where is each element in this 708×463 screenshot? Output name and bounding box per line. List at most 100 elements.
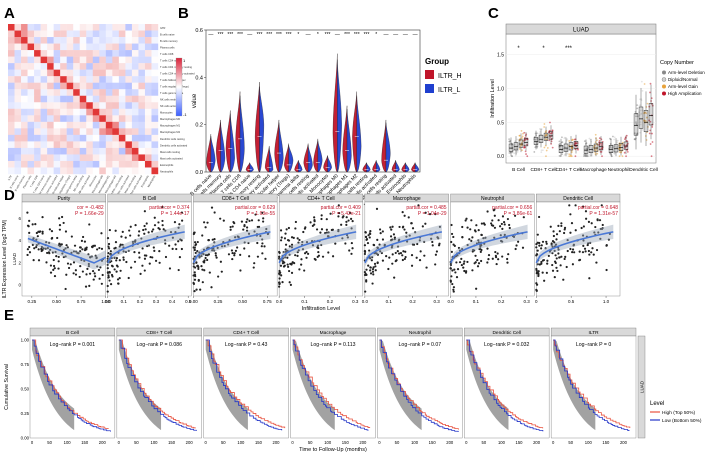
- scatter-point: [145, 228, 147, 230]
- scatter-point: [304, 228, 306, 230]
- scatter-point: [546, 243, 548, 245]
- heatmap-cell: [151, 44, 158, 51]
- scatter-point: [138, 256, 140, 258]
- scatter-point: [215, 254, 217, 256]
- scatter-point: [571, 222, 573, 224]
- jitter-point: [537, 145, 539, 147]
- heatmap-colorbar: [176, 58, 182, 116]
- scatter-point: [588, 277, 590, 279]
- scatter-point: [420, 250, 422, 252]
- km-x-tick-label: 200: [620, 440, 628, 445]
- heatmap-cell: [86, 50, 93, 57]
- scatter-point: [554, 254, 556, 256]
- scatter-point: [517, 241, 519, 243]
- scatter-point: [283, 261, 285, 263]
- scatter-point: [130, 226, 132, 228]
- scatter-point: [120, 270, 122, 272]
- jitter-point: [595, 134, 597, 136]
- scatter-point: [154, 224, 156, 226]
- heatmap-cell: [145, 76, 152, 83]
- heatmap-cell: [15, 31, 22, 38]
- heatmap-cell: [34, 109, 41, 116]
- scatter-point: [286, 228, 288, 230]
- scatter-point: [206, 222, 208, 224]
- heatmap-cell: [21, 76, 28, 83]
- heatmap-cell: [41, 122, 48, 129]
- scatter-point: [453, 269, 455, 271]
- scatter-point: [471, 236, 473, 238]
- scatter-point: [542, 272, 544, 274]
- significance-label: ***: [218, 32, 224, 38]
- heatmap-cell: [145, 141, 152, 148]
- scatter-point: [61, 216, 63, 218]
- scatter-point: [219, 218, 221, 220]
- heatmap-cell: [99, 50, 106, 57]
- jitter-point: [609, 138, 611, 140]
- scatter-point: [605, 245, 607, 247]
- scatter-point: [334, 243, 336, 245]
- km-x-tick-label: 100: [411, 440, 419, 445]
- violin-high: [411, 163, 415, 172]
- violin-low: [279, 123, 283, 172]
- km-y-tick-label: 1.00: [21, 338, 30, 343]
- jitter-point: [545, 145, 547, 147]
- scatter-point: [175, 248, 177, 250]
- heatmap-cell: [34, 102, 41, 109]
- scatter-point: [564, 256, 566, 258]
- scatter-point: [58, 260, 60, 262]
- scatter-point: [318, 255, 320, 257]
- p-value-label: P = 1.04e-29: [418, 211, 447, 217]
- heatmap-cell: [47, 148, 54, 155]
- heatmap-cell: [151, 37, 158, 44]
- heatmap-cell: [34, 50, 41, 57]
- scatter-point: [146, 222, 148, 224]
- scatter-point: [588, 253, 590, 255]
- jitter-point: [613, 139, 615, 141]
- heatmap-cell: [54, 154, 61, 161]
- scatter-point: [370, 266, 372, 268]
- heatmap-cell: [93, 76, 100, 83]
- heatmap-cell: [54, 148, 61, 155]
- scatter-point: [177, 240, 179, 242]
- scatter-point: [449, 267, 451, 269]
- scatter-point: [364, 250, 366, 252]
- km-facet-title: CD8+ T Cell: [146, 330, 172, 336]
- heatmap-cell: [132, 102, 139, 109]
- scatter-point: [597, 219, 599, 221]
- heatmap-cell: [112, 141, 119, 148]
- scatter-point: [558, 256, 560, 258]
- scatter-point: [405, 256, 407, 258]
- heatmap-cell: [138, 89, 145, 96]
- heatmap-cell: [21, 128, 28, 135]
- heatmap-cell: [125, 161, 132, 168]
- jitter-point: [650, 83, 652, 85]
- heatmap-cell: [86, 83, 93, 90]
- heatmap-cell: [34, 148, 41, 155]
- scatter-point: [234, 252, 236, 254]
- scatter-point: [229, 226, 231, 228]
- heatmap-cell: [73, 122, 80, 129]
- scatter-x-tick-label: 0.3: [352, 299, 359, 304]
- scatter-point: [477, 265, 479, 267]
- heatmap-cell: [34, 37, 41, 44]
- scatter-point: [111, 274, 113, 276]
- scatter-point: [480, 249, 482, 251]
- scatter-panel: ILTR Expression Level (log2 TPM) LUAD0246…: [2, 194, 620, 312]
- violin-high: [372, 160, 376, 172]
- heatmap-cell: [60, 57, 67, 64]
- scatter-point: [122, 256, 124, 258]
- violin-low: [289, 145, 293, 172]
- heatmap-cell: [41, 63, 48, 70]
- heatmap-cell: [99, 96, 106, 103]
- colorbar-min-label: -1: [183, 112, 187, 117]
- scatter-point: [494, 251, 496, 253]
- heatmap-cell: [125, 70, 132, 77]
- scatter-point: [560, 222, 562, 224]
- heatmap-cell: [138, 57, 145, 64]
- scatter-point: [564, 258, 566, 260]
- jitter-point: [617, 140, 619, 142]
- heatmap-cell: [8, 148, 15, 155]
- jitter-point: [614, 136, 616, 138]
- violin-high: [343, 106, 347, 172]
- heatmap-cell: [60, 167, 67, 174]
